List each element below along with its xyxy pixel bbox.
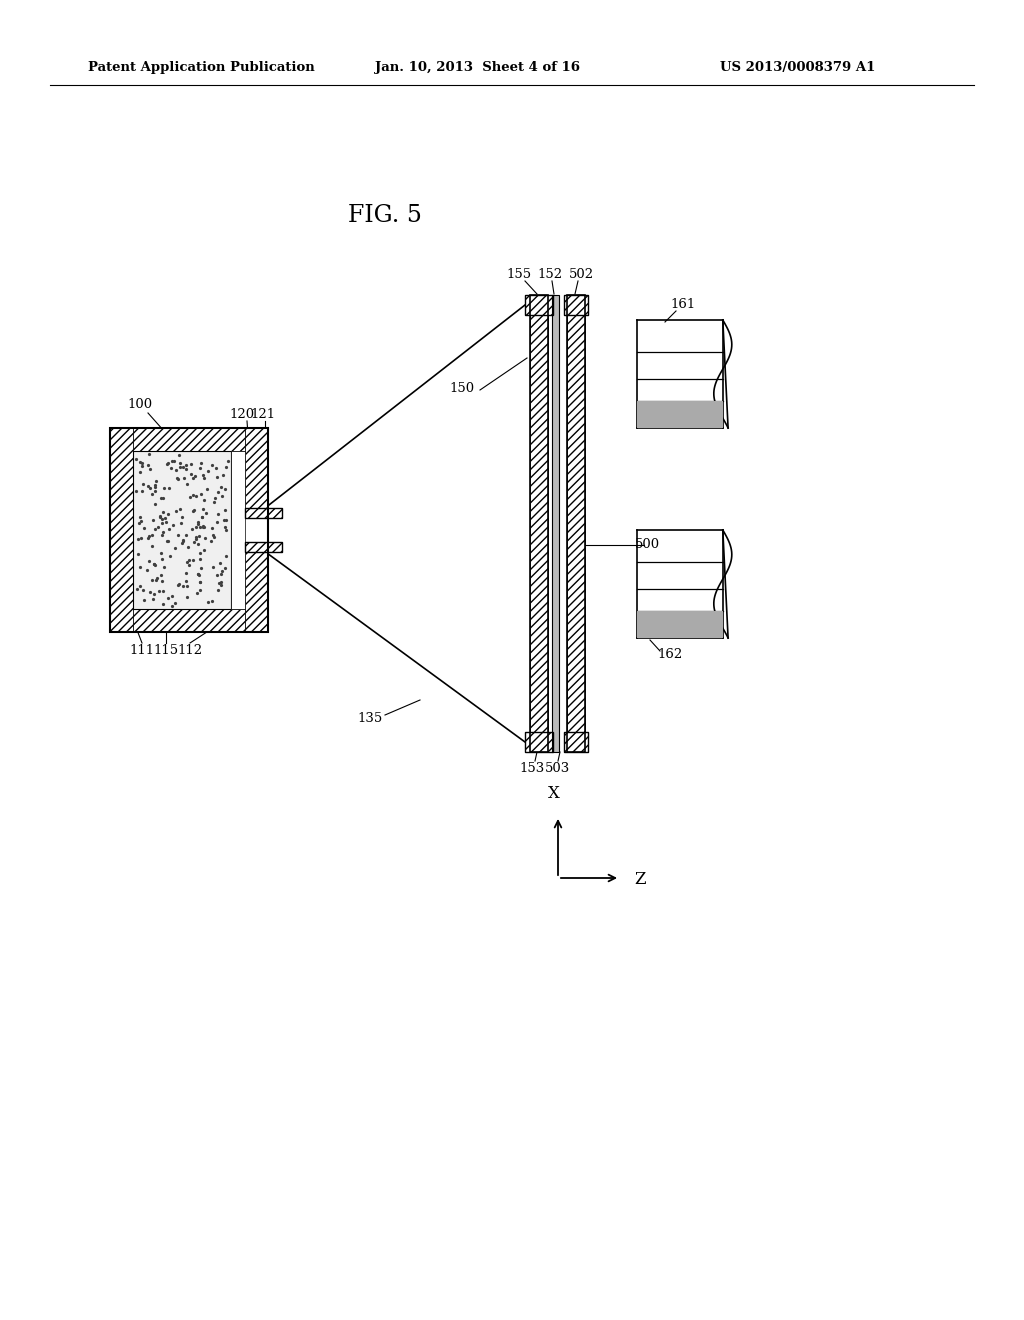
Bar: [564, 733, 588, 752]
Text: 150: 150: [450, 381, 474, 395]
Bar: [567, 294, 585, 752]
Text: 111: 111: [129, 644, 155, 656]
Bar: [110, 428, 268, 451]
Text: 121: 121: [251, 408, 275, 421]
Bar: [245, 508, 282, 517]
Text: 161: 161: [671, 298, 695, 312]
Text: FIG. 5: FIG. 5: [348, 203, 422, 227]
Text: 152: 152: [538, 268, 562, 281]
Bar: [564, 294, 588, 315]
Bar: [245, 428, 268, 517]
Bar: [525, 733, 553, 752]
Text: Patent Application Publication: Patent Application Publication: [88, 62, 314, 74]
Text: 135: 135: [357, 711, 383, 725]
Bar: [525, 294, 553, 315]
Bar: [552, 294, 559, 752]
Text: Z: Z: [634, 871, 645, 888]
Bar: [245, 508, 282, 517]
Bar: [530, 294, 548, 752]
Text: 502: 502: [568, 268, 594, 281]
Text: 155: 155: [507, 268, 531, 281]
Bar: [110, 428, 133, 632]
Text: Jan. 10, 2013  Sheet 4 of 16: Jan. 10, 2013 Sheet 4 of 16: [375, 62, 580, 74]
Bar: [245, 543, 268, 632]
Text: 120: 120: [229, 408, 255, 421]
Bar: [525, 733, 553, 752]
Text: X: X: [548, 785, 560, 803]
Bar: [110, 609, 268, 632]
Bar: [110, 428, 268, 632]
Text: 115: 115: [154, 644, 178, 656]
Bar: [564, 294, 588, 315]
Bar: [567, 294, 585, 752]
Bar: [245, 543, 282, 552]
Text: 100: 100: [127, 399, 153, 412]
Bar: [637, 611, 723, 638]
Bar: [231, 451, 245, 609]
Text: 500: 500: [635, 539, 659, 552]
Bar: [525, 294, 553, 315]
Text: 112: 112: [177, 644, 203, 656]
Text: 162: 162: [657, 648, 683, 661]
Bar: [564, 733, 588, 752]
Bar: [637, 401, 723, 428]
Bar: [530, 294, 548, 752]
Bar: [133, 451, 231, 609]
Text: 153: 153: [519, 762, 545, 775]
Text: 503: 503: [545, 762, 569, 775]
Bar: [245, 543, 282, 552]
Text: US 2013/0008379 A1: US 2013/0008379 A1: [720, 62, 876, 74]
